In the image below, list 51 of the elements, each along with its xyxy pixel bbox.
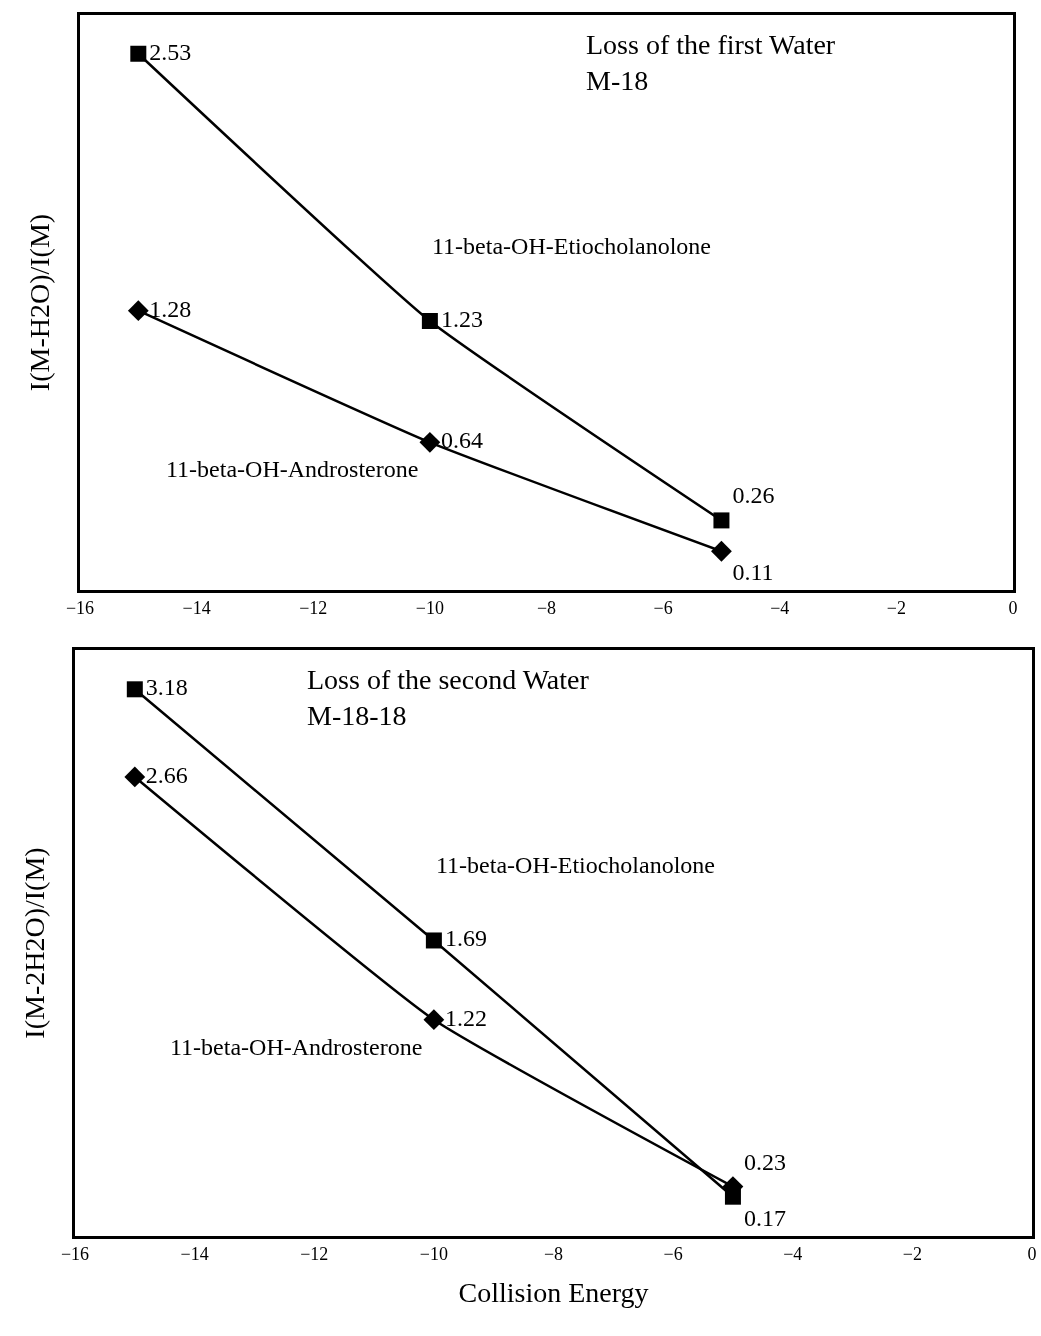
- point: [126, 681, 143, 698]
- point: [423, 1009, 445, 1031]
- data-label: 0.11: [732, 559, 774, 586]
- x-axis-title: Collision Energy: [458, 1277, 649, 1309]
- point: [425, 932, 442, 949]
- x-tick-label: 0: [1027, 1244, 1037, 1265]
- x-tick-label: −2: [886, 598, 906, 619]
- x-tick-label: −4: [783, 1244, 803, 1265]
- text: 11-beta-OH-Etiocholanolone: [436, 852, 716, 878]
- data-label: 0.23: [743, 1148, 786, 1175]
- x-tick-label: −16: [60, 1244, 90, 1265]
- x-tick-label: −8: [543, 1244, 564, 1265]
- chart-title: Loss of the first Water: [586, 29, 836, 60]
- point: [713, 512, 730, 529]
- x-tick-label: −6: [653, 598, 673, 619]
- chart-title: Loss of the second Water: [307, 664, 590, 695]
- x-tick-label: −14: [180, 1244, 209, 1265]
- point: [421, 313, 438, 329]
- x-tick-label: −16: [65, 598, 95, 619]
- x-tick-label: 0: [1008, 598, 1018, 619]
- data-label: 1.23: [440, 306, 483, 332]
- series-label: 11-beta-OH-Androsterone: [166, 456, 419, 482]
- data-label: 2.53: [149, 38, 192, 65]
- x-tick-label: −12: [299, 598, 328, 619]
- x-tick-label: −14: [182, 598, 211, 619]
- data-label: 1.22: [444, 1004, 487, 1031]
- data-label: 1.28: [149, 295, 192, 322]
- x-tick-label: −6: [663, 1244, 683, 1265]
- data-label: 2.66: [145, 761, 188, 788]
- chart-subtitle: M-18-18: [307, 700, 407, 732]
- y-axis-title: I(M-H2O)/I(M): [23, 213, 55, 392]
- point: [130, 45, 147, 62]
- series-label: 11-beta-OH-Androsterone: [170, 1034, 423, 1060]
- y-axis-title: I(M-2H2O)/I(M): [18, 847, 50, 1039]
- chart-subtitle: M-18: [586, 65, 649, 97]
- data-label: 0.26: [732, 482, 775, 509]
- x-tick-label: −2: [902, 1244, 922, 1265]
- x-tick-label: −10: [415, 598, 444, 619]
- text: 11-beta-OH-Etiocholanolone: [432, 233, 712, 259]
- x-tick-label: −4: [770, 598, 790, 619]
- data-label: 0.64: [440, 427, 483, 454]
- data-label: 1.69: [444, 925, 487, 952]
- point: [419, 431, 441, 453]
- x-tick-label: −8: [536, 598, 557, 619]
- data-label: 0.17: [743, 1204, 786, 1231]
- x-tick-label: −10: [419, 1244, 448, 1265]
- x-tick-label: −12: [300, 1244, 329, 1265]
- point: [127, 300, 149, 322]
- data-label: 3.18: [145, 674, 188, 701]
- point: [711, 540, 732, 562]
- point: [124, 766, 146, 788]
